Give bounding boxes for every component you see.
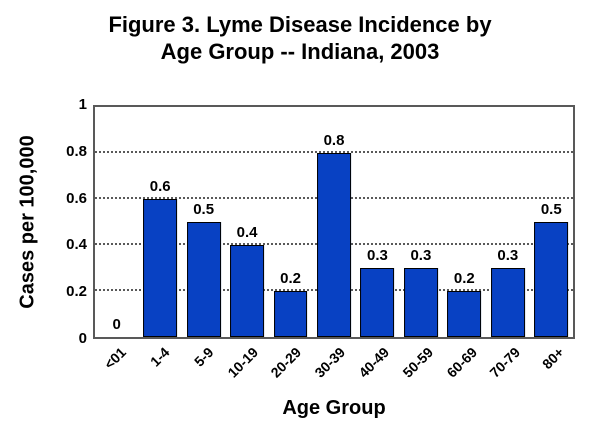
x-tick-label: 10-19 bbox=[224, 344, 261, 381]
x-tick-label: 1-4 bbox=[147, 344, 174, 370]
bar-70-79 bbox=[490, 268, 525, 337]
bar-20-29 bbox=[273, 291, 308, 337]
bar-slot: 0 bbox=[95, 107, 138, 337]
chart-title-line-2: Age Group -- Indiana, 2003 bbox=[160, 39, 440, 64]
x-tick-label: 30-39 bbox=[311, 344, 349, 381]
x-tick-label: <01 bbox=[101, 344, 130, 373]
x-tick-label: 50-59 bbox=[399, 344, 436, 381]
bar-value-label: 0.5 bbox=[540, 201, 562, 218]
chart-title-line-1: Figure 3. Lyme Disease Incidence by bbox=[108, 12, 492, 37]
bar-5-9 bbox=[186, 222, 221, 337]
y-tick-label: 0.6 bbox=[66, 189, 87, 207]
y-axis-ticks: 0 0.2 0.4 0.6 0.8 1 bbox=[0, 96, 87, 347]
bar-60-69 bbox=[447, 291, 482, 337]
bar-50-59 bbox=[403, 268, 438, 337]
x-tick-label: 70-79 bbox=[486, 344, 524, 381]
x-tick-label: 60-69 bbox=[443, 344, 480, 381]
x-tick-label: 20-29 bbox=[267, 344, 305, 381]
y-tick-label: 0 bbox=[78, 330, 87, 347]
bar-slot: 0.8 bbox=[312, 107, 355, 337]
bar-value-label: 0 bbox=[112, 316, 121, 333]
bar-value-label: 0.2 bbox=[453, 270, 475, 287]
bar-slot: 0.5 bbox=[530, 107, 573, 337]
x-tick-label: 80+ bbox=[539, 344, 568, 373]
bars: 0 0.6 0.5 0.4 0.2 0.8 0.3 0.3 0.2 0.3 0.5 bbox=[95, 107, 573, 337]
bar-30-39 bbox=[317, 153, 351, 337]
y-tick-label: 0.2 bbox=[66, 283, 87, 301]
bar-value-label: 0.4 bbox=[236, 224, 258, 241]
y-tick-label: 0.8 bbox=[66, 142, 87, 160]
bar-value-label: 0.3 bbox=[410, 247, 432, 264]
bar-value-label: 0.2 bbox=[280, 270, 301, 287]
bar-40-49 bbox=[360, 268, 395, 337]
bar-value-label: 0.6 bbox=[149, 178, 171, 195]
gridline bbox=[95, 151, 573, 153]
bar-slot: 0.4 bbox=[225, 107, 268, 337]
bar-slot: 0.3 bbox=[399, 107, 442, 337]
y-tick-label: 1 bbox=[78, 96, 87, 113]
plot-area: 0 0.6 0.5 0.4 0.2 0.8 0.3 0.3 0.2 0.3 0.5 bbox=[93, 105, 575, 339]
x-tick-label: 40-49 bbox=[355, 344, 393, 381]
bar-value-label: 0.5 bbox=[193, 201, 215, 218]
y-tick-label: 0.4 bbox=[66, 236, 87, 254]
bar-value-label: 0.3 bbox=[367, 247, 388, 264]
bar-slot: 0.3 bbox=[486, 107, 529, 337]
bar-slot: 0.2 bbox=[269, 107, 312, 337]
chart-title: Figure 3. Lyme Disease Incidence by Age … bbox=[0, 11, 600, 65]
bar-value-label: 0.8 bbox=[323, 132, 345, 149]
bar-10-19 bbox=[230, 245, 265, 337]
x-axis-ticks: <01 1-4 5-9 10-19 20-29 30-39 40-49 50-59 60-69 7… bbox=[93, 340, 575, 398]
bar-80+ bbox=[534, 222, 569, 337]
bar-1-4 bbox=[143, 199, 178, 337]
bar-slot: 0.3 bbox=[356, 107, 399, 337]
x-axis-title: Age Group bbox=[282, 397, 386, 419]
bar-slot: 0.6 bbox=[138, 107, 181, 337]
bar-value-label: 0.3 bbox=[497, 247, 519, 264]
x-tick-label: 5-9 bbox=[191, 344, 217, 370]
bar-slot: 0.5 bbox=[182, 107, 225, 337]
bar-slot: 0.2 bbox=[443, 107, 486, 337]
